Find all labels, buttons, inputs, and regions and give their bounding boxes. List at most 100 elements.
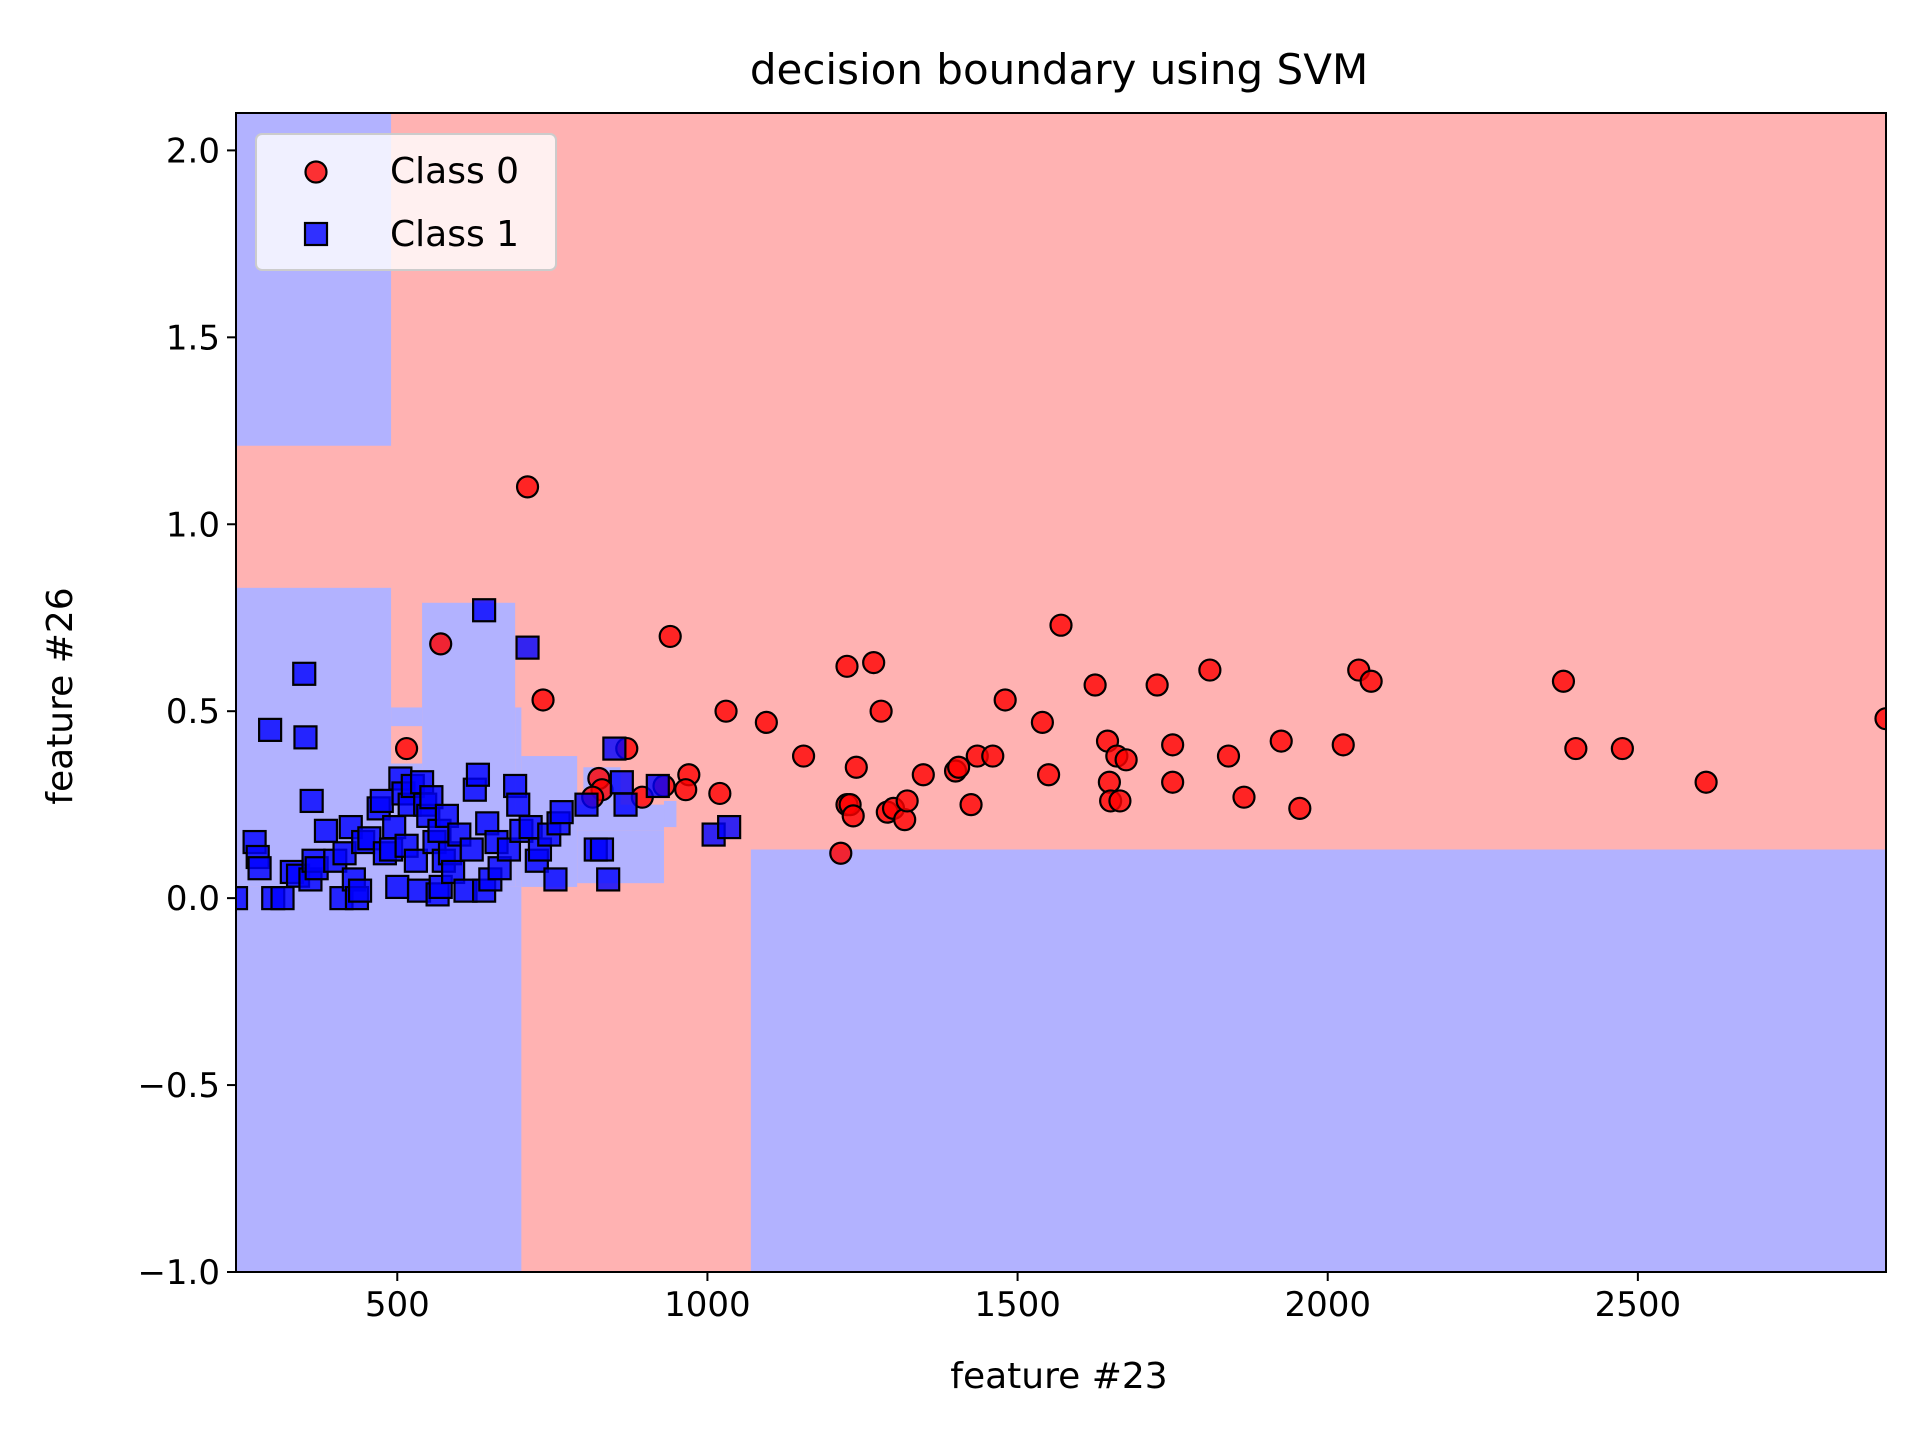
point-class-0	[1269, 729, 1293, 753]
point-class-0	[754, 710, 778, 735]
plot-frame	[235, 112, 1887, 1273]
point-class-0	[531, 688, 555, 712]
point-class-1	[258, 717, 283, 742]
point-class-0	[1610, 736, 1634, 761]
point-class-1	[299, 788, 324, 814]
point-class-0	[981, 744, 1005, 768]
point-class-0	[1036, 763, 1061, 787]
point-class-1	[236, 886, 249, 911]
x-tick-label: 2000	[1284, 1285, 1371, 1325]
point-class-1	[247, 856, 272, 881]
x-tick-label: 1000	[664, 1285, 751, 1325]
data-points	[236, 475, 1886, 911]
y-tick-label: −0.5	[137, 1066, 220, 1106]
point-class-0	[1198, 658, 1222, 682]
point-class-1	[472, 598, 497, 623]
point-class-1	[293, 725, 318, 750]
point-class-1	[270, 886, 295, 911]
point-class-0	[1161, 733, 1185, 757]
point-class-1	[292, 661, 317, 686]
point-class-0	[1288, 796, 1312, 821]
point-class-1	[434, 803, 460, 828]
point-class-0	[841, 804, 865, 828]
legend: Class 0 Class 1	[255, 133, 557, 271]
point-class-0	[1108, 789, 1132, 813]
point-class-1	[613, 792, 638, 817]
point-class-0	[674, 778, 698, 802]
chart-title: decision boundary using SVM	[750, 45, 1368, 94]
point-class-0	[1874, 707, 1886, 731]
y-tick-label: 1.0	[166, 505, 220, 545]
point-class-0	[993, 688, 1017, 712]
x-tick-label: 2500	[1595, 1285, 1682, 1325]
point-class-0	[394, 736, 419, 761]
point-class-1	[403, 848, 428, 873]
point-class-0	[791, 744, 816, 768]
legend-marker-class-0	[304, 160, 328, 184]
point-class-0	[1359, 669, 1383, 693]
point-class-1	[369, 788, 394, 814]
x-axis-label: feature #23	[950, 1356, 1167, 1397]
point-class-0	[1114, 748, 1138, 772]
point-class-0	[844, 755, 868, 779]
y-tick-label: 0.0	[166, 879, 220, 919]
point-class-0	[714, 699, 738, 723]
point-class-0	[959, 793, 983, 817]
x-tick-label: 1500	[974, 1285, 1061, 1325]
point-class-0	[1564, 736, 1588, 761]
region-class-1	[236, 886, 522, 1272]
y-tick-label: −1.0	[137, 1253, 220, 1293]
point-class-0	[829, 841, 853, 865]
point-class-1	[441, 859, 466, 885]
point-class-0	[1161, 770, 1185, 794]
x-tick-label: 500	[365, 1285, 430, 1325]
y-axis: −1.0 −0.5 0.0 0.5 1.0 1.5 2.0	[137, 131, 236, 1293]
region-class-1	[664, 800, 677, 828]
y-tick-label: 0.5	[166, 692, 220, 732]
point-class-0	[1145, 673, 1169, 697]
point-class-0	[911, 763, 935, 787]
point-class-1	[506, 792, 531, 817]
y-tick-label: 1.5	[166, 318, 220, 358]
x-axis: 500 1000 1500 2000 2500	[365, 1272, 1681, 1325]
point-class-1	[419, 785, 444, 810]
point-class-0	[708, 781, 732, 806]
point-class-0	[862, 650, 886, 675]
point-class-0	[1083, 673, 1107, 697]
legend-label-class-0: Class 0	[390, 151, 519, 192]
point-class-0	[1551, 669, 1576, 693]
point-class-1	[496, 837, 522, 862]
point-class-1	[574, 792, 599, 817]
point-class-1	[465, 762, 491, 787]
point-class-0	[869, 699, 893, 723]
legend-label-class-1: Class 1	[390, 214, 519, 255]
point-class-0	[895, 789, 919, 813]
point-class-1	[549, 800, 574, 825]
point-class-0	[658, 624, 682, 649]
y-tick-label: 2.0	[166, 131, 220, 171]
legend-box	[255, 133, 557, 271]
point-class-0	[835, 654, 859, 678]
y-axis-label: feature #26	[40, 587, 81, 804]
point-class-0	[1030, 710, 1054, 735]
legend-marker-class-1	[303, 221, 329, 247]
point-class-1	[596, 867, 621, 892]
point-class-0	[1049, 613, 1073, 637]
point-class-1	[347, 878, 373, 903]
point-class-1	[602, 736, 627, 761]
point-class-0	[1694, 770, 1718, 794]
point-class-0	[947, 755, 971, 779]
point-class-0	[1232, 785, 1256, 809]
point-class-1	[515, 635, 540, 660]
point-class-1	[313, 818, 339, 843]
point-class-0	[429, 632, 453, 656]
point-class-0	[515, 475, 540, 499]
point-class-1	[717, 814, 742, 840]
point-class-1	[382, 814, 407, 840]
point-class-1	[385, 874, 410, 900]
point-class-0	[1331, 733, 1355, 757]
region-class-1	[750, 849, 1886, 1272]
point-class-1	[609, 770, 634, 795]
